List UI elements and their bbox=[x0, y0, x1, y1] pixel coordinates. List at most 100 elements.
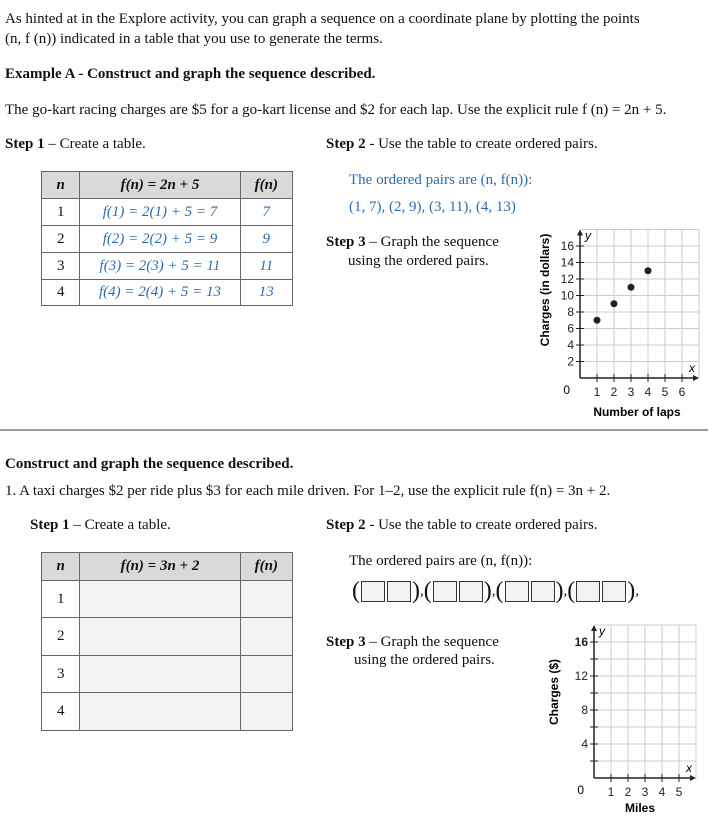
x-tick-label: 1 bbox=[608, 785, 615, 799]
table-row: 4 bbox=[40, 692, 294, 731]
answer-cell[interactable] bbox=[239, 617, 294, 656]
paren: ) bbox=[412, 578, 420, 604]
answer-box-fn[interactable] bbox=[530, 581, 555, 602]
y-axis-arrow bbox=[591, 625, 597, 631]
x-tick-label: 4 bbox=[659, 785, 666, 799]
answer-box-n[interactable] bbox=[361, 581, 385, 602]
y-tick-label: 16 bbox=[561, 239, 575, 253]
x-tick-label: 5 bbox=[662, 385, 669, 399]
y-tick-label: 10 bbox=[561, 289, 575, 303]
answer-cell[interactable] bbox=[79, 617, 241, 656]
table-header: f(n) bbox=[239, 171, 294, 199]
table-header: f(n) = 3n + 2 bbox=[79, 552, 241, 581]
section-divider bbox=[0, 429, 708, 431]
example-title: Example A - Construct and graph the sequ… bbox=[5, 66, 376, 82]
example-step2: Step 2 - Use the table to create ordered… bbox=[326, 136, 598, 152]
y-axis-letter: y bbox=[584, 229, 592, 243]
table-row: 3 bbox=[40, 655, 294, 693]
origin-label: 0 bbox=[563, 383, 570, 397]
answer-box-fn[interactable] bbox=[387, 581, 411, 602]
x-axis-arrow bbox=[690, 775, 696, 781]
table-cell: 2 bbox=[40, 225, 81, 253]
table-header: f(n) bbox=[239, 552, 294, 581]
x-tick-label: 3 bbox=[628, 385, 635, 399]
paren: ( bbox=[423, 578, 432, 604]
paren: ) bbox=[483, 578, 492, 604]
table-cell: f(4) = 2(4) + 5 = 13 bbox=[79, 279, 241, 306]
answer-cell[interactable] bbox=[239, 692, 294, 731]
exercise-step1: Step 1 – Create a table. bbox=[30, 517, 171, 533]
paren: ( bbox=[352, 578, 360, 604]
exercise-table[interactable]: n f(n) = 3n + 2 f(n) 1 2 3 4 bbox=[40, 552, 294, 731]
data-point bbox=[593, 316, 601, 324]
y-axis-title: Charges (in dollars) bbox=[538, 234, 552, 347]
table-row: 4 f(4) = 2(4) + 5 = 13 13 bbox=[40, 279, 294, 306]
y-tick-label: 8 bbox=[567, 305, 574, 319]
origin-label: 0 bbox=[577, 783, 584, 797]
exercise-pairs-label: The ordered pairs are (n, f(n)): bbox=[349, 553, 533, 569]
paren: ( bbox=[495, 578, 504, 604]
example-step1: Step 1 – Create a table. bbox=[5, 136, 146, 152]
x-tick-label: 2 bbox=[611, 385, 618, 399]
data-point bbox=[610, 300, 618, 308]
x-tick-label: 5 bbox=[676, 785, 683, 799]
x-tick-label: 6 bbox=[679, 385, 686, 399]
answer-box-fn[interactable] bbox=[458, 581, 483, 602]
table-cell: f(3) = 2(3) + 5 = 11 bbox=[79, 252, 241, 280]
y-tick-label: 12 bbox=[561, 272, 575, 286]
example-problem: The go-kart racing charges are $5 for a … bbox=[5, 102, 667, 118]
exercise-title: Construct and graph the sequence describ… bbox=[5, 456, 294, 472]
table-header: n bbox=[40, 171, 81, 199]
data-point bbox=[644, 267, 652, 275]
answer-box-fn[interactable] bbox=[602, 581, 627, 602]
y-tick-label: 12 bbox=[575, 669, 589, 683]
answer-box-n[interactable] bbox=[576, 581, 601, 602]
x-tick-label: 4 bbox=[645, 385, 652, 399]
y-tick-label: 2 bbox=[567, 355, 574, 369]
answer-cell[interactable] bbox=[239, 655, 294, 693]
answer-cell[interactable] bbox=[79, 655, 241, 693]
table-row: 2 bbox=[40, 617, 294, 656]
answer-box-n[interactable] bbox=[504, 581, 529, 602]
table-cell: 11 bbox=[239, 252, 294, 280]
y-tick-label: 4 bbox=[567, 338, 574, 352]
table-cell: 1 bbox=[40, 580, 81, 618]
intro-line-2: (n, f (n)) indicated in a table that you… bbox=[5, 31, 383, 47]
y-axis-letter: y bbox=[598, 624, 606, 638]
example-pairs-label: The ordered pairs are (n, f(n)): bbox=[349, 172, 533, 188]
table-cell: 13 bbox=[239, 279, 294, 306]
paren: ) bbox=[555, 578, 564, 604]
exercise-step2: Step 2 - Use the table to create ordered… bbox=[326, 517, 598, 533]
exercise-step3-line2: using the ordered pairs. bbox=[354, 652, 495, 668]
y-tick-label: 6 bbox=[567, 322, 574, 336]
answer-cell[interactable] bbox=[239, 580, 294, 618]
y-tick-label: 4 bbox=[581, 737, 588, 751]
answer-box-n[interactable] bbox=[432, 581, 457, 602]
table-cell: 3 bbox=[40, 252, 81, 280]
x-axis-title: Miles bbox=[625, 801, 655, 815]
example-pairs: (1, 7), (2, 9), (3, 11), (4, 13) bbox=[349, 199, 516, 215]
table-row: 3 f(3) = 2(3) + 5 = 11 11 bbox=[40, 252, 294, 280]
data-point bbox=[627, 283, 635, 291]
y-tick-label: 14 bbox=[561, 256, 575, 270]
table-cell: 9 bbox=[239, 225, 294, 253]
table-cell: f(1) = 2(1) + 5 = 7 bbox=[79, 198, 241, 226]
x-axis-letter: x bbox=[688, 361, 696, 375]
x-axis-title: Number of laps bbox=[593, 405, 681, 419]
table-cell: 4 bbox=[40, 279, 81, 306]
answer-cell[interactable] bbox=[79, 692, 241, 731]
example-step3: Step 3 – Graph the sequence bbox=[326, 234, 499, 250]
answer-cell[interactable] bbox=[79, 580, 241, 618]
table-header: n bbox=[40, 552, 81, 581]
exercise-step3: Step 3 – Graph the sequence bbox=[326, 634, 499, 650]
y-tick-label: 16 bbox=[575, 635, 589, 649]
table-cell: 1 bbox=[40, 198, 81, 226]
table-cell: 3 bbox=[40, 655, 81, 693]
x-tick-label: 3 bbox=[642, 785, 649, 799]
ordered-pair-answer-boxes[interactable]: (),(),(),(), bbox=[352, 578, 639, 604]
x-axis-letter: x bbox=[685, 761, 693, 775]
